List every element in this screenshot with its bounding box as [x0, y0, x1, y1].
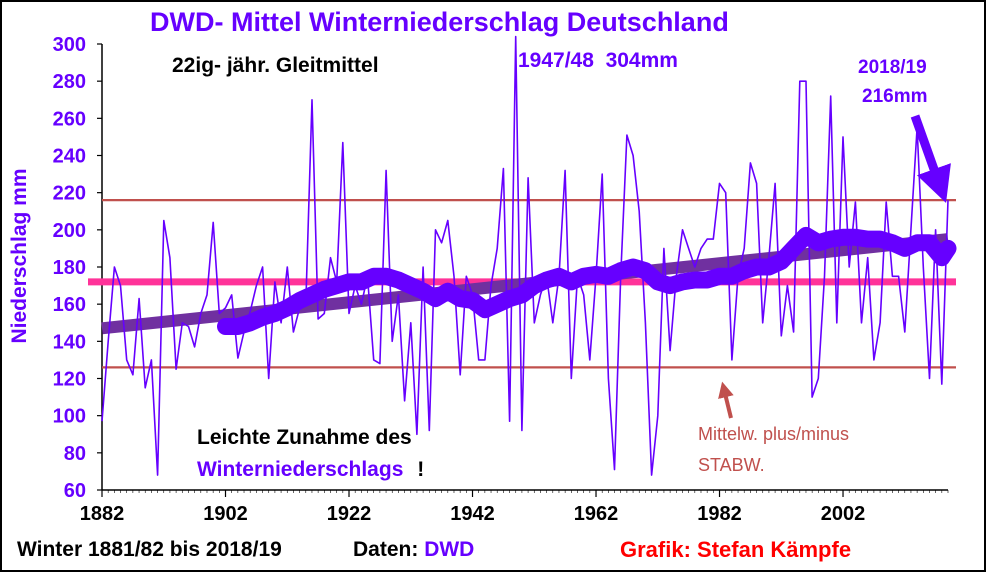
plot-area: 60 80 100 120 140 160 180 200 220 240 260 280 300 188… — [53, 34, 957, 525]
latest-value-label: 216mm — [862, 86, 928, 107]
y-tick-label: 100 — [53, 406, 86, 428]
y-tick-label: 180 — [53, 257, 86, 279]
trend-note-line1: Leichte Zunahme des — [197, 426, 412, 449]
y-tick-label: 120 — [53, 369, 86, 391]
y-tick-label: 160 — [53, 294, 86, 316]
x-tick-label: 1922 — [327, 503, 372, 525]
y-tick-label: 300 — [53, 34, 86, 56]
footer-source-value: DWD — [424, 538, 475, 561]
y-tick-label: 280 — [53, 71, 86, 93]
x-tick-label: 1982 — [697, 503, 742, 525]
x-tick-label: 2002 — [821, 503, 866, 525]
moving-average-line — [217, 226, 957, 335]
y-tick-label: 60 — [64, 480, 86, 502]
x-tick-label: 1882 — [80, 503, 125, 525]
stdev-arrow — [718, 381, 734, 419]
x-tick-label: 1942 — [450, 503, 495, 525]
chart-title: DWD- Mittel Winterniederschlag Deutschla… — [150, 7, 729, 37]
peak-label: 1947/48 304mm — [518, 49, 678, 72]
x-tick-label: 1902 — [203, 503, 248, 525]
y-tick-label: 80 — [64, 443, 86, 465]
footer-credit: Grafik: Stefan Kämpfe — [620, 537, 852, 562]
latest-value-arrow — [910, 114, 951, 204]
trend-note-exclaim: ! — [417, 458, 425, 481]
stdev-note-line1: Mittelw. plus/minus — [698, 424, 850, 444]
y-tick-label: 260 — [53, 108, 86, 130]
y-tick-label: 240 — [53, 146, 86, 168]
trend-note-word: Winterniederschlags — [197, 458, 404, 481]
y-tick-label: 220 — [53, 183, 86, 205]
annual-series-line — [101, 35, 949, 476]
x-tick-label: 1962 — [574, 503, 619, 525]
latest-year-label: 2018/19 — [858, 57, 927, 78]
footer-source: Daten: DWD — [353, 538, 474, 562]
trend-note-line2: Winterniederschlags ! — [197, 458, 424, 482]
y-tick-label: 140 — [53, 331, 86, 353]
footer-source-label: Daten: — [353, 538, 419, 561]
gleitmittel-label: 22ig- jähr. Gleitmittel — [172, 54, 379, 77]
stdev-note-line2: STABW. — [698, 455, 765, 475]
y-tick-label: 200 — [53, 220, 86, 242]
footer-period: Winter 1881/82 bis 2018/19 — [17, 538, 282, 561]
y-axis-label: Niederschlag mm — [8, 168, 31, 344]
